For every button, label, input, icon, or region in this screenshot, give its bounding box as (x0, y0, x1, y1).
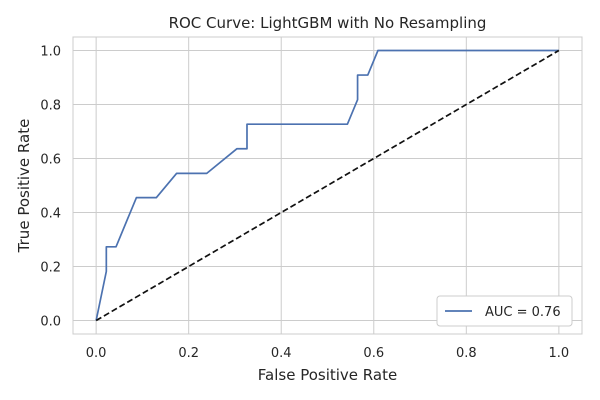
plot-frame (72, 36, 583, 335)
x-tick-label-1: 0.2 (178, 346, 199, 361)
y-axis-label: True Positive Rate (15, 119, 33, 254)
y-tick-label-1: 0.2 (40, 261, 61, 276)
x-tick-label-3: 0.6 (363, 346, 384, 361)
grid-lines (73, 37, 582, 334)
x-tick-label-0: 0.0 (86, 346, 107, 361)
y-tick-label-5: 1.0 (40, 45, 61, 60)
chart-title: ROC Curve: LightGBM with No Resampling (169, 14, 487, 32)
y-tick-label-0: 0.0 (40, 315, 61, 330)
legend: AUC = 0.76 (436, 295, 573, 327)
y-tick-labels: 0.0 0.2 0.4 0.6 0.8 1.0 (40, 45, 61, 330)
legend-box (436, 295, 573, 327)
y-tick-label-4: 0.8 (40, 99, 61, 114)
legend-entry-auc: AUC = 0.76 (485, 305, 561, 320)
x-tick-label-4: 0.8 (456, 346, 477, 361)
y-tick-label-3: 0.6 (40, 153, 61, 168)
x-axis-label: False Positive Rate (258, 366, 397, 384)
x-tick-label-5: 1.0 (549, 346, 570, 361)
y-tick-label-2: 0.4 (40, 207, 61, 222)
roc-curve-line (95, 49, 559, 321)
x-tick-label-2: 0.4 (271, 346, 292, 361)
chance-diagonal-line (95, 49, 560, 322)
series-layer (95, 49, 560, 322)
x-tick-labels: 0.0 0.2 0.4 0.6 0.8 1.0 (86, 346, 569, 361)
